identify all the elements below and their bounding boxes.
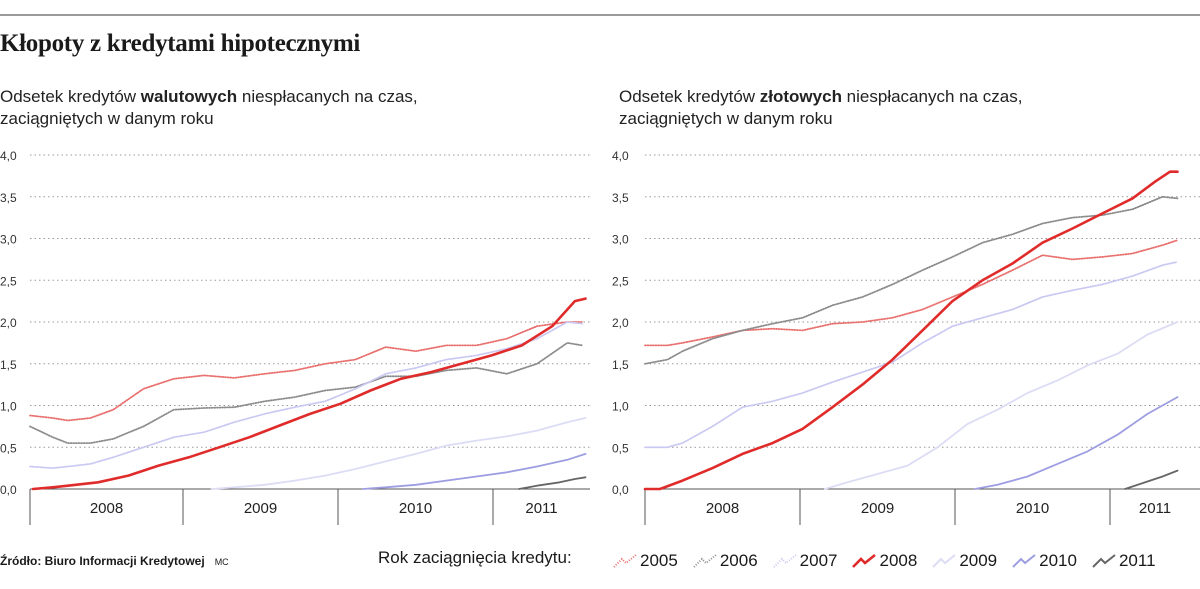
legend-label: 2005: [640, 551, 678, 570]
x-tick-label: 2010: [399, 500, 432, 517]
legend-label: 2008: [879, 551, 918, 570]
series-line-2009: [824, 321, 1179, 490]
x-tick-label: 2011: [1139, 500, 1171, 517]
legend-label: 2007: [799, 551, 838, 570]
left-subtitle-bold: walutowych: [140, 87, 238, 106]
legend-item-2007: 2007: [772, 548, 838, 574]
source-text: Źródło: Biuro Informacji Kredytowej: [0, 554, 205, 568]
legend-title: Rok zaciągnięcia kredytu:: [378, 548, 572, 567]
legend-item-2010: 2010: [1011, 548, 1077, 574]
chart-panel-1: 4,0 3,5 3,0 2,5 2,0 1,5 1,0 0,5 0,0 2008 2009 2010 2…: [0, 149, 590, 525]
legend-label: 2010: [1039, 551, 1077, 570]
legend-swatch-line: [932, 554, 956, 568]
legend-swatch-2011: [1092, 554, 1116, 568]
x-tick-label: 2008: [90, 500, 123, 517]
y-tick-label: 0,5: [612, 441, 629, 455]
legend-label: 2006: [719, 551, 758, 570]
left-subtitle-pre: Odsetek kredytów: [0, 87, 141, 106]
y-tick-label: 1,0: [0, 400, 17, 414]
y-tick-label: 3,5: [612, 191, 629, 205]
series-line-2011: [1124, 469, 1179, 490]
y-tick-label: 2,5: [0, 274, 17, 288]
legend-swatch-2010: [1012, 554, 1036, 568]
y-tick-label: 3,0: [612, 233, 629, 247]
left-subtitle-line2: zaciągniętych w danym roku: [0, 109, 214, 128]
y-tick-label: 4,0: [612, 149, 629, 163]
legend-swatch-line: [852, 553, 877, 568]
series-line-2011: [518, 476, 587, 490]
y-tick-label: 0,0: [612, 483, 629, 497]
y-tick-label: 3,5: [0, 191, 17, 205]
right-subtitle-bold: złotowych: [759, 87, 842, 106]
y-tick-label: 3,0: [0, 233, 17, 247]
series-line-2010: [362, 452, 587, 490]
y-tick-label: 2,0: [0, 316, 17, 330]
legend-swatch-line: [1012, 554, 1036, 568]
x-tick-label: 2009: [244, 500, 277, 517]
right-subtitle-post: niespłacanych na czas,: [841, 87, 1023, 106]
legend-swatch-line: [693, 554, 717, 568]
right-subtitle-line2: zaciągniętych w danym roku: [619, 109, 833, 128]
legend-swatch-2006: [693, 554, 717, 568]
legend-swatch-line: [613, 554, 637, 568]
y-tick-label: 0,5: [0, 441, 17, 455]
y-tick-label: 0,0: [0, 483, 17, 497]
legend-item-2011: 2011: [1091, 548, 1156, 574]
legend-label: 2011: [1118, 551, 1156, 570]
x-tick-label: 2011: [525, 500, 557, 517]
y-tick-label: 1,5: [612, 358, 629, 372]
y-tick-label: 1,0: [612, 400, 629, 414]
series-line-2005: [644, 239, 1179, 347]
left-chart-subtitle: Odsetek kredytów walutowych niespłacanyc…: [0, 86, 418, 130]
legend-item-2006: 2006: [692, 548, 758, 574]
legend-item-2008: 2008: [851, 548, 917, 574]
y-tick-label: 4,0: [0, 149, 17, 163]
series-line-2007: [29, 321, 584, 470]
legend-label: 2009: [959, 551, 998, 570]
series-line-2005: [29, 321, 584, 422]
legend-item-2009: 2009: [931, 548, 997, 574]
series-line-2008: [643, 170, 1179, 491]
series-line-2008: [31, 297, 587, 491]
author-initials: MC: [214, 557, 229, 567]
series-line-2010: [974, 396, 1179, 490]
x-tick-label: 2009: [861, 500, 894, 517]
y-tick-label: 2,0: [612, 316, 629, 330]
series-line-2006: [29, 341, 584, 445]
right-chart-subtitle: Odsetek kredytów złotowych niespłacanych…: [619, 86, 1022, 130]
x-tick-label: 2008: [706, 500, 739, 517]
top-rule: [0, 14, 1200, 16]
legend-item-2005: 2005: [612, 548, 678, 574]
page-title: Kłopoty z kredytami hipotecznymi: [0, 30, 361, 57]
legend-swatch-line: [1092, 554, 1116, 568]
left-subtitle-post: niespłacanych na czas,: [237, 87, 418, 106]
chart-panel-2: 4,0 3,5 3,0 2,5 2,0 1,5 1,0 0,5 0,0 2008 2009 2010 2…: [612, 149, 1200, 525]
legend-swatch-2007: [772, 554, 797, 568]
legend: 2005 2006 2007 2008 2009 2010 2011: [612, 548, 1170, 574]
legend-swatch-line: [772, 554, 797, 568]
y-tick-label: 1,5: [0, 358, 17, 372]
x-tick-label: 2010: [1016, 500, 1049, 517]
legend-swatch-2009: [932, 554, 956, 568]
y-tick-label: 2,5: [612, 274, 629, 288]
series-line-2007: [644, 260, 1179, 449]
series-line-2009: [210, 417, 587, 490]
right-subtitle-pre: Odsetek kredytów: [619, 87, 760, 106]
legend-swatch-2008: [852, 553, 877, 568]
source-note: Źródło: Biuro Informacji Kredytowej MC: [0, 554, 229, 568]
legend-swatch-2005: [613, 554, 637, 568]
